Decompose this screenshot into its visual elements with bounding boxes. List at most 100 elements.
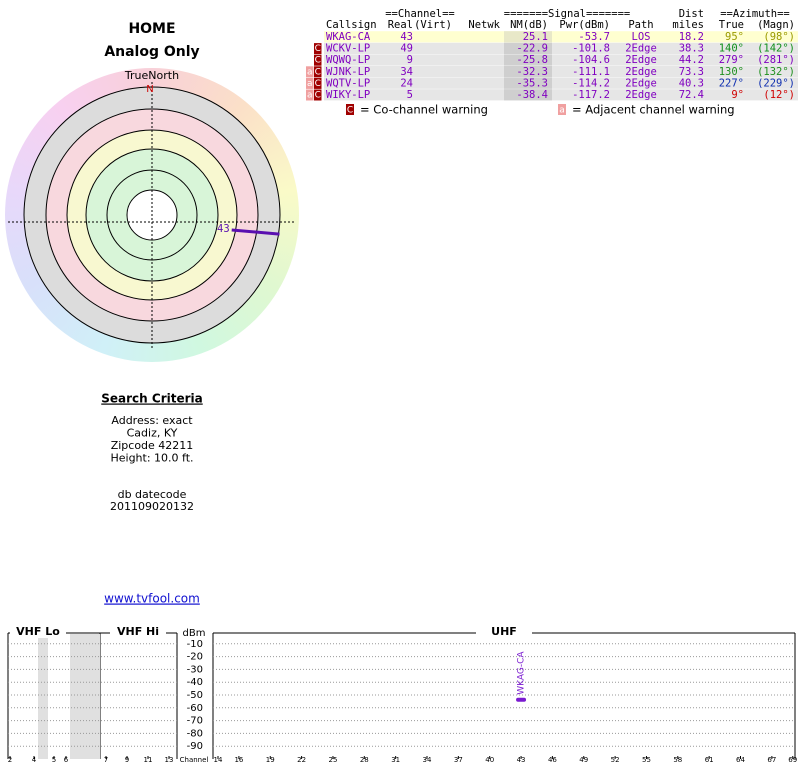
cell-path: 2Edge	[625, 66, 657, 78]
y-tick-label: -30	[187, 664, 203, 675]
legend-text: = Co-channel warning	[360, 103, 488, 117]
station-bearing	[231, 228, 280, 236]
cell-path: 2Edge	[625, 43, 657, 55]
nm-cell	[504, 89, 552, 101]
x-tick-label: 67	[767, 756, 776, 764]
column-header: Pwr(dBm)	[559, 19, 610, 31]
cell-real: 9	[407, 54, 413, 66]
nm-cell	[504, 42, 552, 54]
cell-nm: -38.4	[516, 89, 548, 101]
y-tick-label: -20	[187, 652, 203, 663]
legend-box	[346, 104, 354, 115]
row-background	[324, 66, 798, 78]
warning-box	[314, 77, 322, 89]
y-tick-label: -80	[187, 728, 203, 739]
criteria-line: Zipcode 42211	[111, 439, 194, 452]
warning-marker: a	[307, 91, 313, 101]
cell-true: 130°	[719, 66, 744, 78]
x-tick-label: 52	[611, 756, 620, 764]
north-marker: N	[146, 84, 153, 95]
cell-true: 227°	[719, 77, 744, 89]
row-background	[324, 31, 798, 43]
column-header: Real	[388, 19, 413, 31]
x-tick-label: 7	[104, 756, 108, 764]
row-background	[324, 77, 798, 89]
section-label-bg	[476, 626, 532, 638]
datecode-label: db datecode	[118, 488, 187, 501]
warning-marker: C	[315, 67, 321, 77]
x-tick-label: 64	[736, 756, 745, 764]
x-tick-label: 16	[234, 756, 243, 764]
x-tick-label: 5	[52, 756, 56, 764]
cell-callsign: WQWQ-LP	[326, 54, 370, 66]
x-tick-label: 4	[32, 756, 37, 764]
x-tick-label: 9	[125, 756, 129, 764]
group-header: ==Channel==	[385, 8, 455, 20]
column-header: True	[719, 19, 744, 31]
section-label-bg	[110, 626, 166, 638]
warning-box	[314, 43, 322, 55]
column-header: Path	[628, 19, 653, 31]
cell-magn: (98°)	[763, 31, 795, 43]
cell-real: 34	[400, 66, 413, 78]
section-label: UHF	[491, 625, 517, 638]
criteria-line: Address: exact	[111, 414, 193, 427]
x-tick-label: 37	[454, 756, 463, 764]
title: HOME	[128, 21, 175, 37]
signal-marker	[516, 697, 527, 702]
band-gap	[38, 634, 48, 759]
panel-frame	[212, 632, 796, 759]
subtitle: Analog Only	[104, 44, 199, 60]
y-tick-label: -70	[187, 716, 203, 727]
cell-magn: (229°)	[757, 77, 795, 89]
cell-path: 2Edge	[625, 77, 657, 89]
nm-cell	[504, 31, 552, 43]
group-header: =======Signal=======	[504, 8, 630, 20]
section-label: VHF Lo	[16, 625, 60, 638]
x-tick-label: 28	[360, 756, 369, 764]
cell-nm: -25.8	[516, 54, 548, 66]
cell-dist: 38.3	[679, 43, 704, 55]
site-link[interactable]: www.tvfool.com	[104, 592, 200, 606]
cell-nm: -35.3	[516, 77, 548, 89]
warning-box	[306, 77, 314, 89]
warning-box	[314, 89, 322, 101]
nm-cell	[504, 77, 552, 89]
cell-nm: -22.9	[516, 43, 548, 55]
cell-real: 5	[407, 89, 413, 101]
x-tick-label: 11	[144, 756, 153, 764]
row-background	[324, 89, 798, 101]
column-header: (Virt)	[414, 19, 452, 31]
warning-marker: C	[315, 56, 321, 66]
legend-marker: a	[559, 106, 565, 116]
cell-dist: 73.3	[679, 66, 704, 78]
x-tick-label: 55	[642, 756, 651, 764]
station-label: 43	[217, 223, 230, 235]
column-header: Netwk	[468, 19, 500, 31]
column-header: miles	[672, 19, 704, 31]
cell-nm: -32.3	[516, 66, 548, 78]
band-gap	[70, 634, 100, 759]
cell-true: 279°	[719, 54, 744, 66]
criteria-line: Height: 10.0 ft.	[110, 452, 193, 465]
x-tick-label: 34	[423, 756, 432, 764]
cell-nm: 25.1	[523, 31, 548, 43]
column-header: Callsign	[326, 19, 377, 31]
section-label-bg	[10, 626, 66, 638]
x-tick-label: 2	[8, 756, 12, 764]
warning-marker: C	[315, 44, 321, 54]
cell-pwr: -111.1	[572, 66, 610, 78]
cell-true: 9°	[731, 89, 744, 101]
cell-path: 2Edge	[625, 54, 657, 66]
y-tick-label: -60	[187, 703, 203, 714]
cell-dist: 18.2	[679, 31, 704, 43]
cell-path: 2Edge	[625, 89, 657, 101]
section-label: VHF Hi	[117, 625, 159, 638]
warning-marker: a	[307, 79, 313, 89]
y-tick-label: -50	[187, 690, 203, 701]
x-axis-label: Channel	[180, 756, 209, 764]
column-header: (Magn)	[757, 19, 795, 31]
nm-cell	[504, 54, 552, 66]
